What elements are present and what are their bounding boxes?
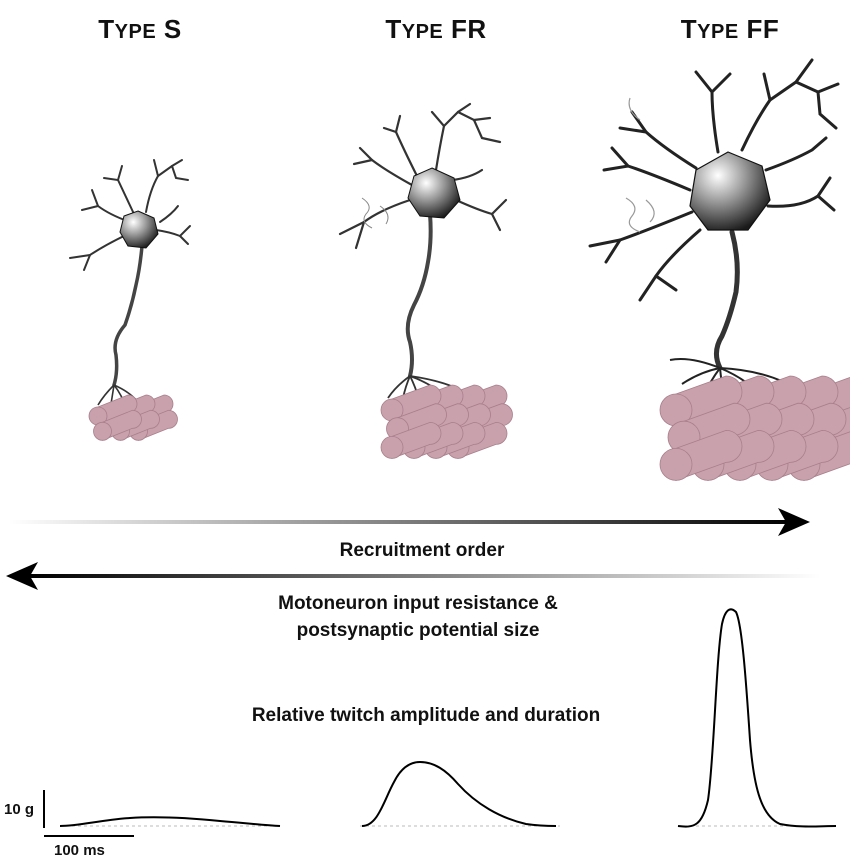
recruitment-order-label: Recruitment order [339, 540, 505, 561]
twitch-trace-type-fr [361, 760, 557, 827]
muscle-fibers-type-fr [380, 384, 513, 459]
twitch-label: Relative twitch amplitude and duration [251, 705, 601, 726]
title-type-s: TYPE S [98, 14, 182, 44]
faint-dendrites-type-fr [361, 197, 389, 229]
dendrites-type-ff [588, 58, 840, 302]
arrowhead-left [6, 562, 38, 590]
axon-type-ff [714, 229, 740, 371]
axon-type-s [112, 244, 144, 387]
scale-time-label: 100 ms [54, 842, 105, 859]
recruitment-arrow [8, 508, 810, 536]
twitch-trace-type-s [59, 816, 281, 827]
muscle-fibers-type-s [88, 394, 178, 441]
title-type-fr: TYPE FR [385, 14, 487, 44]
scale-bar [43, 790, 134, 837]
muscle-fiber [380, 421, 442, 459]
axon-type-fr [405, 212, 433, 378]
scale-force-label: 10 g [4, 801, 35, 818]
neuron-type-ff [588, 58, 840, 411]
title-type-ff: TYPE FF [680, 14, 780, 44]
arrowhead-right [778, 508, 810, 536]
neuron-type-fr [338, 102, 508, 407]
muscle-fiber [93, 409, 142, 441]
soma-type-ff [689, 151, 771, 231]
resistance-arrow [6, 562, 820, 590]
soma-type-s [119, 210, 159, 249]
neuron-type-s [69, 159, 191, 411]
soma-type-fr [407, 167, 461, 219]
input-resistance-label-line1: Motoneuron input resistance & [278, 593, 558, 614]
input-resistance-label-line2: postsynaptic potential size [296, 620, 540, 641]
twitch-trace-type-ff [677, 608, 837, 828]
muscle-fibers-type-ff [659, 375, 850, 481]
muscle-fiber [380, 384, 442, 422]
faint-dendrites-type-ff [625, 97, 655, 233]
muscle-fiber [659, 429, 743, 481]
